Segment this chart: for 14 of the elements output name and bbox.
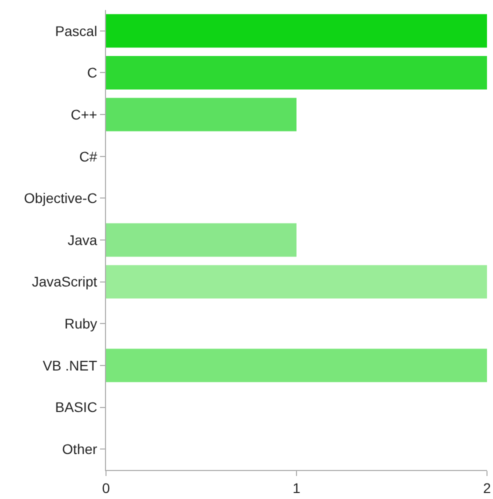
y-tick-label: Other (62, 440, 98, 457)
x-tick-label: 2 (483, 480, 492, 496)
y-tick-label: BASIC (55, 399, 98, 416)
y-tick-label: C (87, 64, 98, 81)
y-tick-label: Java (68, 232, 98, 248)
y-tick-label: C++ (70, 106, 98, 122)
y-tick-label: Ruby (64, 316, 98, 332)
y-tick-label: Objective-C (24, 190, 98, 206)
x-tick-label: 0 (102, 480, 110, 496)
y-tick-label: C# (79, 148, 98, 164)
y-tick-label: VB .NET (42, 357, 98, 374)
y-tick-label: Pascal (55, 22, 98, 39)
x-tick-label: 1 (292, 480, 301, 496)
y-tick-label: JavaScript (32, 274, 98, 290)
